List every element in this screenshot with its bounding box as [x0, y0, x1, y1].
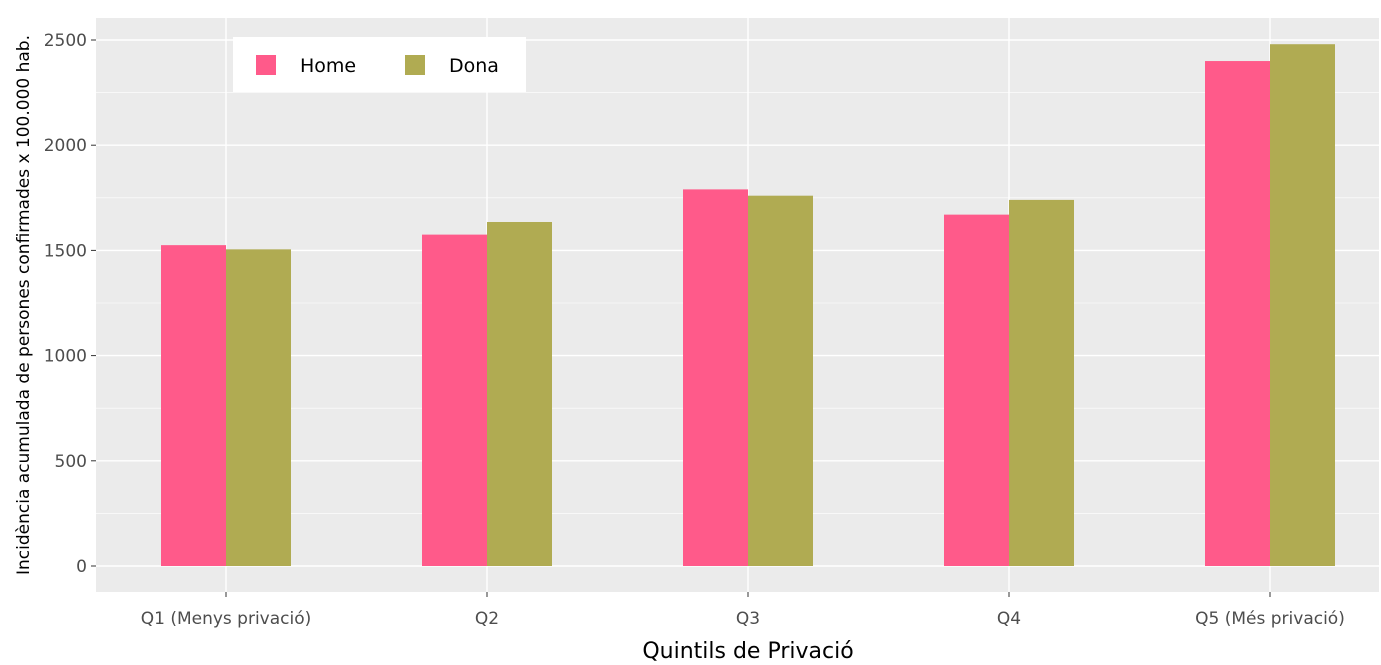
- bar-dona-1: [226, 249, 291, 566]
- y-tick-label: 2500: [44, 31, 87, 51]
- x-axis: Q1 (Menys privació) Q2 Q3 Q4 Q5 (Més privaci…: [141, 592, 1345, 629]
- legend-label-home: Home: [300, 55, 356, 77]
- x-tick-label: Q5 (Més privació): [1195, 609, 1345, 629]
- bar-dona-2: [487, 221, 552, 566]
- x-tick-label: Q1 (Menys privació): [141, 609, 312, 629]
- legend-label-dona: Dona: [449, 55, 499, 77]
- bar-dona-4: [1009, 199, 1074, 567]
- bar-dona-5: [1270, 44, 1335, 566]
- bar-home-1: [161, 245, 226, 566]
- y-tick-label: 1000: [44, 347, 87, 367]
- y-tick-label: 0: [76, 557, 87, 577]
- y-axis: 0 500 1000 1500 2000 2500: [44, 31, 96, 577]
- x-axis-title: Quintils de Privació: [642, 639, 853, 664]
- bar-home-4: [944, 214, 1009, 566]
- y-tick-label: 2000: [44, 136, 87, 156]
- y-tick-label: 500: [55, 452, 87, 472]
- y-axis-title: Incidència acumulada de persones confirm…: [14, 35, 34, 575]
- x-tick-label: Q4: [997, 609, 1021, 629]
- bar-home-5: [1205, 61, 1270, 566]
- bar-home-3: [683, 189, 748, 566]
- bars: [161, 44, 1335, 567]
- x-tick-label: Q3: [736, 609, 760, 629]
- x-tick-label: Q2: [475, 609, 499, 629]
- legend-box: [233, 37, 526, 92]
- legend: Home Dona: [233, 37, 526, 92]
- bar-home-2: [422, 234, 487, 566]
- legend-swatch-dona: [405, 55, 425, 75]
- bar-dona-3: [748, 195, 813, 567]
- y-tick-label: 1500: [44, 241, 87, 261]
- legend-swatch-home: [256, 55, 276, 75]
